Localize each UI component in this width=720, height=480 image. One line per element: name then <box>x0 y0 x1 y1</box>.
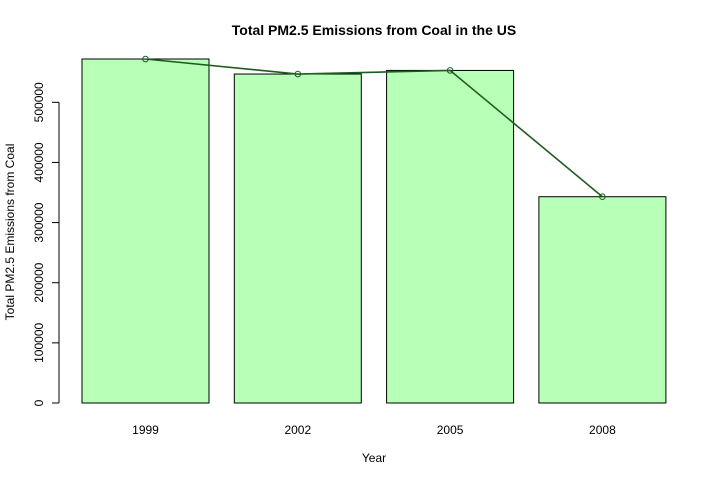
point-1999 <box>142 55 149 63</box>
y-tick-label-200000: 200000 <box>32 262 46 302</box>
x-axis: 1999 2002 2005 2008 <box>132 423 616 437</box>
point-2008 <box>599 193 606 201</box>
x-tick-label-2008: 2008 <box>589 423 616 437</box>
point-2005 <box>446 67 454 74</box>
x-tick-label-2002: 2002 <box>284 423 311 437</box>
x-axis-label: Year <box>362 451 386 465</box>
y-tick-label-100000: 100000 <box>32 323 46 363</box>
line-group <box>142 55 606 201</box>
bar-2008 <box>538 196 667 404</box>
bar-2002 <box>233 73 362 404</box>
y-tick-label-300000: 300000 <box>32 202 46 242</box>
y-axis: 0 100000 200000 300000 400000 500000 <box>32 82 60 406</box>
trend-line <box>145 58 603 198</box>
y-tick-label-0: 0 <box>32 399 46 406</box>
y-axis-label: Total PM2.5 Emissions from Coal <box>3 144 17 321</box>
point-2002 <box>294 70 302 78</box>
bars-group <box>81 58 667 404</box>
x-tick-label-1999: 1999 <box>132 423 159 437</box>
bar-2005 <box>386 69 515 404</box>
y-tick-label-500000: 500000 <box>32 82 46 122</box>
y-tick-label-400000: 400000 <box>32 142 46 182</box>
x-tick-label-2005: 2005 <box>437 423 464 437</box>
bar-1999 <box>81 58 210 404</box>
chart-title: Total PM2.5 Emissions from Coal in the U… <box>232 22 516 38</box>
